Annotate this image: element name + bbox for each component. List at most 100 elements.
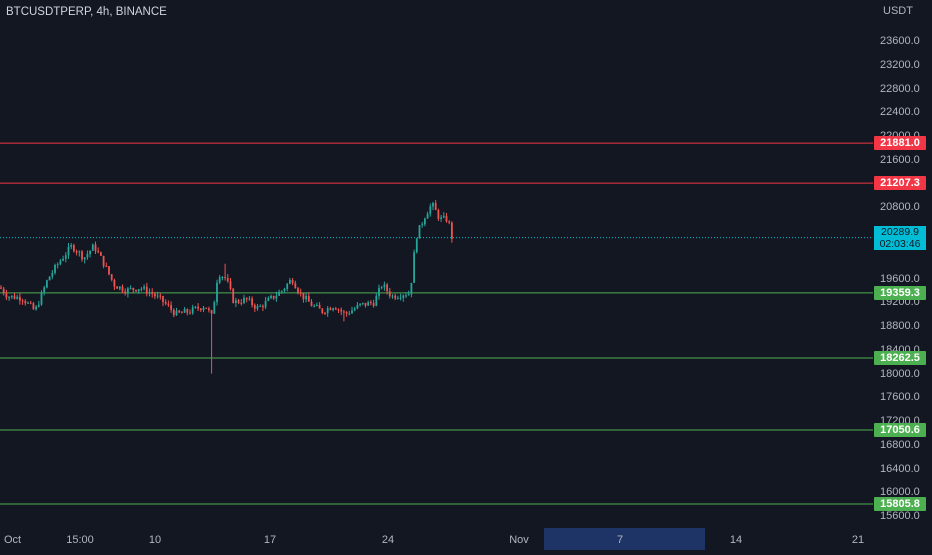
time-axis-label: 21 — [851, 534, 865, 546]
candle-body — [294, 283, 297, 289]
candle-body — [140, 288, 143, 290]
candle-body — [426, 213, 429, 219]
candle-body — [191, 307, 194, 314]
candle-body — [345, 312, 348, 314]
candle-body — [305, 295, 307, 300]
price-tick-label: 16800.0 — [880, 438, 920, 451]
candle-body — [372, 303, 375, 306]
candle-body — [216, 282, 218, 303]
candle-body — [343, 311, 345, 313]
price-tick-label: 21600.0 — [880, 153, 920, 166]
candle-body — [170, 304, 172, 310]
candle-body — [413, 252, 415, 283]
candle-body — [205, 307, 208, 309]
candle-body — [310, 301, 313, 307]
candle-body — [181, 312, 183, 314]
candle-body — [429, 206, 432, 214]
candle-body — [291, 279, 294, 284]
candle-body — [51, 272, 54, 277]
candle-body — [248, 298, 251, 300]
candle-body — [159, 295, 162, 297]
candle-body — [280, 290, 283, 292]
candle-body — [272, 295, 275, 299]
candle-body — [21, 300, 24, 302]
candle-body — [164, 302, 167, 304]
candle-body — [5, 293, 8, 298]
candle-body — [113, 279, 116, 287]
candle-body — [199, 308, 202, 310]
candle-body — [375, 295, 378, 306]
candle-body — [256, 306, 259, 309]
candle-body — [286, 283, 289, 289]
price-tick-label: 22800.0 — [880, 82, 920, 95]
candle-body — [445, 215, 448, 222]
candle-body — [359, 303, 361, 305]
candle-body — [448, 221, 451, 223]
candle-body — [407, 294, 410, 296]
candle-body — [275, 295, 278, 299]
level-price-badge: 21207.3 — [874, 176, 926, 191]
candle-body — [278, 291, 280, 296]
candle-body — [337, 309, 340, 311]
candle-body — [391, 295, 394, 297]
candle-body — [154, 293, 156, 297]
candle-body — [229, 281, 232, 289]
candle-body — [418, 225, 421, 239]
candle-body — [32, 303, 35, 310]
candle-body — [54, 264, 56, 273]
candle-body — [67, 246, 70, 256]
candle-body — [289, 279, 291, 284]
candle-body — [213, 302, 216, 314]
candle-body — [151, 292, 154, 294]
currency-label: USDT — [883, 5, 913, 17]
bar-countdown: 02:03:46 — [879, 237, 921, 250]
candle-body — [334, 308, 337, 310]
candle-body — [348, 313, 351, 315]
candle-body — [378, 287, 380, 296]
candle-body — [259, 305, 262, 307]
candle-body — [329, 308, 332, 311]
candle-body — [240, 302, 243, 304]
candle-body — [40, 292, 43, 305]
candle-body — [367, 301, 370, 306]
level-price-badge: 17050.6 — [874, 423, 926, 438]
candle-body — [202, 307, 205, 310]
candle-body — [208, 308, 210, 311]
candle-body — [235, 300, 237, 303]
candle-body — [189, 312, 191, 314]
candle-body — [326, 308, 329, 313]
candle-body — [56, 264, 59, 266]
price-tick-label: 23600.0 — [880, 35, 920, 47]
candle-body — [402, 295, 405, 298]
candle-body — [380, 287, 383, 289]
symbol-title[interactable]: BTCUSDTPERP, 4h, BINANCE — [6, 6, 167, 18]
candle-body — [316, 305, 318, 307]
candle-body — [356, 304, 359, 309]
candle-body — [97, 251, 100, 253]
candle-body — [432, 203, 434, 207]
candle-body — [210, 310, 213, 314]
candle-body — [245, 297, 248, 300]
candle-body — [37, 304, 40, 307]
price-tick-label: 23200.0 — [880, 58, 920, 71]
time-axis-highlight — [544, 528, 705, 550]
candle-body — [299, 292, 302, 294]
candle-body — [175, 310, 178, 316]
live-price-badge: 20289.9 02:03:46 — [874, 225, 926, 250]
candle-body — [318, 305, 321, 309]
candle-body — [43, 287, 46, 293]
level-price-badge: 19359.3 — [874, 285, 926, 300]
candle-body — [145, 286, 148, 294]
candle-body — [124, 291, 127, 294]
candle-body — [108, 266, 110, 275]
candle-body — [410, 282, 413, 295]
candle-body — [302, 292, 305, 300]
candle-body — [388, 291, 391, 297]
candle-body — [253, 305, 256, 309]
candle-body — [324, 312, 326, 314]
candle-body — [364, 302, 367, 306]
candle-body — [218, 277, 221, 283]
candle-body — [24, 300, 27, 304]
